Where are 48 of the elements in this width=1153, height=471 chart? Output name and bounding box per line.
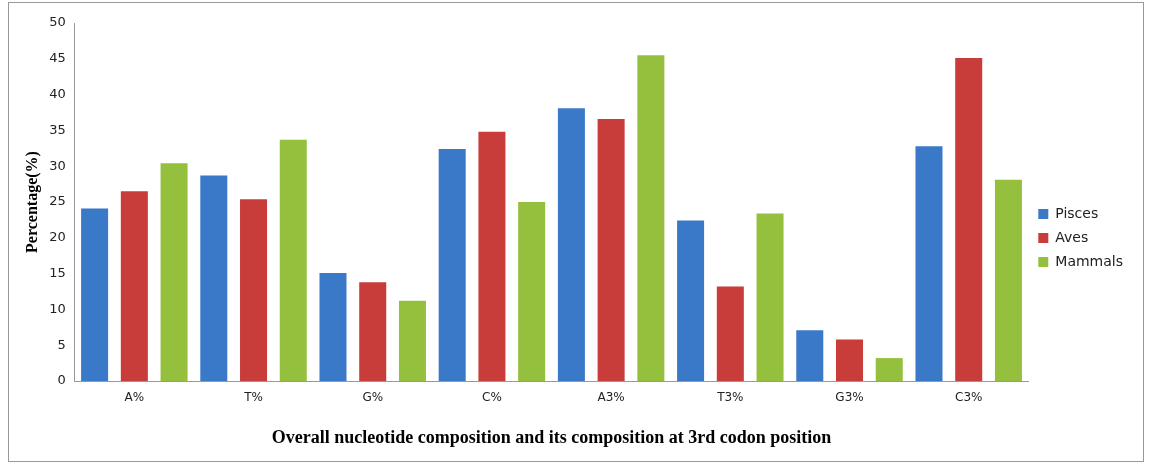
bar: [240, 199, 268, 381]
bar: [160, 163, 188, 381]
y-tick-label: 35: [49, 121, 66, 137]
legend-label: Pisces: [1055, 204, 1099, 221]
y-tick-label: 30: [49, 157, 66, 173]
y-tick-label: 25: [49, 193, 66, 209]
y-tick-label: 50: [49, 14, 66, 30]
bar: [438, 149, 466, 381]
bar: [398, 300, 426, 381]
bar: [915, 146, 943, 381]
bar: [359, 282, 387, 381]
bar: [597, 118, 625, 381]
bar: [836, 339, 864, 381]
bar: [478, 131, 506, 381]
bar: [796, 330, 824, 381]
y-tick-label: 0: [57, 372, 66, 388]
x-tick-label: A%: [124, 390, 145, 405]
bar: [518, 202, 546, 381]
bar: [81, 208, 109, 381]
x-tick-label: T3%: [716, 390, 744, 405]
legend-label: Aves: [1055, 228, 1089, 245]
bar: [677, 220, 705, 381]
bar: [200, 175, 228, 381]
x-tick-label: G3%: [835, 390, 864, 405]
x-tick-label: C3%: [955, 390, 983, 405]
bar: [994, 179, 1022, 381]
bar: [875, 358, 903, 381]
y-tick-label: 10: [49, 300, 66, 316]
x-axis-title: Overall nucleotide composition and its composition at 3rd codon position: [271, 426, 832, 447]
bar: [756, 213, 784, 381]
x-tick-label: G%: [362, 390, 384, 405]
bar: [557, 108, 585, 381]
x-tick-label: T%: [243, 390, 263, 405]
y-tick-label: 40: [49, 85, 66, 101]
bar: [279, 139, 307, 381]
y-tick-label: 45: [49, 50, 66, 66]
x-tick-label: A3%: [597, 390, 625, 405]
bar: [319, 272, 347, 381]
legend-label: Mammals: [1055, 252, 1124, 269]
bar: [637, 55, 665, 381]
y-tick-label: 15: [49, 264, 66, 280]
y-tick-label: 20: [49, 229, 66, 245]
x-tick-label: C%: [482, 390, 502, 405]
bar: [955, 58, 983, 381]
bar: [716, 286, 744, 381]
y-tick-label: 5: [57, 336, 66, 352]
bar: [120, 191, 148, 381]
y-axis-title: Percentage(%): [22, 151, 41, 253]
